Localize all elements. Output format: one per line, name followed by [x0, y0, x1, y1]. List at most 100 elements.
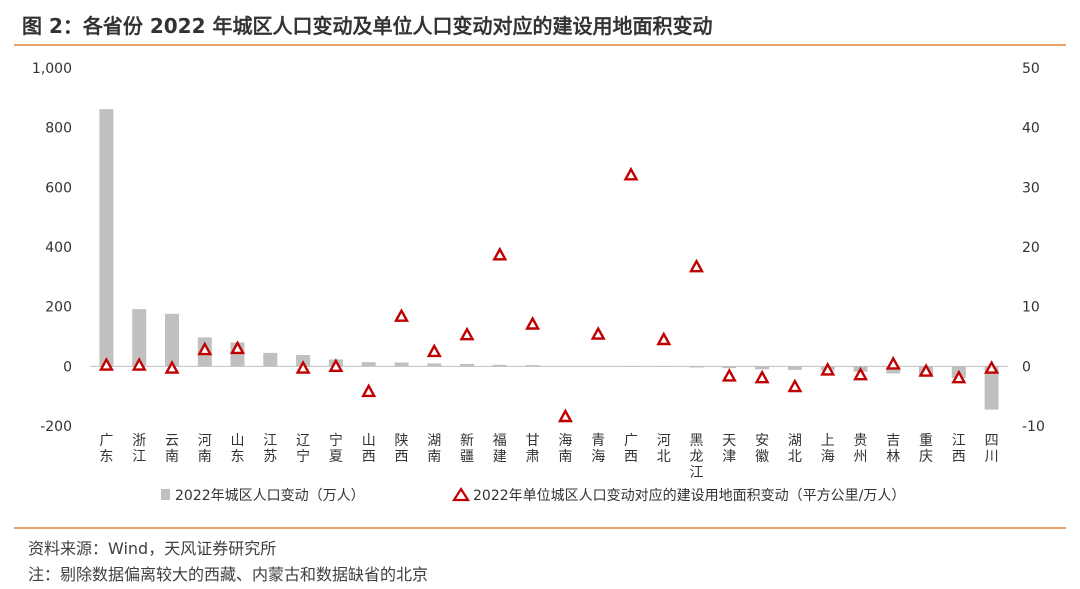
marker-河南 [197, 341, 213, 356]
footnote: 注：剔除数据偏离较大的西藏、内蒙古和数据缺省的北京 [28, 565, 429, 584]
bar-甘肃 [525, 365, 540, 367]
legend: 2022年城区人口变动（万人） 2022年单位城区人口变动对应的建设用地面积变动… [161, 486, 905, 504]
marker-陕西 [393, 308, 410, 322]
bar-湖北 [787, 366, 802, 370]
marker-山东 [229, 340, 246, 355]
category-label: 江西 [952, 433, 966, 465]
category-label: 海南 [558, 433, 572, 465]
chart: -200 0 200 400 600 800 1,000 -10 0 10 20 30 40 50 广东… [32, 61, 1045, 504]
left-tick-label: 200 [45, 300, 72, 316]
marker-江西 [951, 369, 967, 384]
bar-陕西 [394, 362, 409, 367]
marker-黑龙江 [688, 258, 705, 273]
category-label: 黑龙江 [690, 433, 704, 481]
left-tick-label: -200 [40, 419, 72, 435]
bar-吉林 [886, 366, 901, 374]
legend-triangle-label: 2022年单位城区人口变动对应的建设用地面积变动（平方公里/万人） [473, 487, 905, 504]
bar-四川 [984, 366, 999, 410]
marker-新疆 [459, 326, 475, 341]
category-label: 广东 [99, 433, 113, 465]
category-label: 湖南 [427, 433, 441, 465]
marker-安徽 [754, 369, 770, 384]
marker-海南 [557, 408, 573, 423]
bar-新疆 [460, 363, 474, 367]
category-label: 湖北 [788, 433, 802, 465]
title-divider [14, 44, 1066, 46]
right-tick-label: 30 [1022, 180, 1040, 196]
marker-重庆 [918, 363, 934, 377]
bar-江苏 [263, 352, 278, 367]
marker-甘肃 [525, 316, 541, 330]
category-label: 新疆 [460, 433, 474, 465]
marker-宁夏 [328, 358, 344, 372]
legend-triangle-icon [451, 486, 471, 502]
bar-浙江 [132, 309, 147, 367]
legend-bar-swatch [161, 489, 170, 500]
left-tick-label: 1,000 [32, 61, 72, 77]
marker-四川 [984, 360, 1000, 374]
left-tick-label: 0 [63, 359, 72, 375]
category-label: 甘肃 [526, 433, 540, 465]
bar-云南 [165, 313, 179, 367]
category-label: 福建 [493, 433, 507, 465]
marker-辽宁 [295, 360, 311, 374]
marker-云南 [164, 360, 180, 374]
category-label: 天津 [722, 433, 736, 465]
marker-湖北 [787, 378, 803, 393]
marker-吉林 [885, 355, 901, 370]
right-tick-label: 10 [1022, 300, 1040, 316]
bar-黑龙江 [689, 366, 704, 368]
category-label: 云南 [165, 433, 179, 465]
category-label: 辽宁 [296, 433, 310, 465]
source-note: 资料来源：Wind，天风证券研究所 [28, 539, 277, 558]
category-label: 河南 [198, 433, 212, 465]
bar-安徽 [755, 366, 770, 370]
category-label: 贵州 [854, 433, 868, 465]
category-label: 陕西 [395, 433, 409, 465]
right-tick-label: 20 [1022, 240, 1040, 256]
category-label: 青海 [591, 433, 605, 465]
bar-湖南 [427, 363, 442, 367]
marker-福建 [492, 246, 508, 261]
right-axis: -10 0 10 20 30 40 50 [1022, 61, 1045, 435]
category-label: 安徽 [755, 433, 769, 465]
marker-上海 [820, 361, 836, 376]
bar-山西 [361, 362, 376, 367]
marker-浙江 [131, 357, 147, 371]
category-label: 重庆 [919, 433, 933, 465]
left-tick-label: 800 [45, 121, 72, 137]
chart-title: 图 2：各省份 2022 年城区人口变动及单位人口变动对应的建设用地面积变动 [22, 14, 713, 38]
right-tick-label: 0 [1022, 359, 1031, 375]
marker-河北 [656, 331, 672, 346]
category-label: 广西 [624, 433, 638, 465]
category-label: 宁夏 [329, 432, 343, 465]
marker-湖南 [426, 343, 442, 358]
category-label: 山东 [231, 433, 245, 465]
category-label: 浙江 [132, 433, 146, 465]
left-tick-label: 400 [45, 240, 72, 256]
footer-divider [14, 527, 1066, 529]
bars-layer [99, 109, 999, 410]
marker-广东 [98, 357, 114, 371]
category-label: 江苏 [263, 433, 277, 465]
category-label: 四川 [985, 433, 999, 465]
category-label: 上海 [821, 433, 835, 465]
category-label: 山西 [362, 433, 376, 465]
right-tick-label: -10 [1022, 419, 1045, 435]
marker-青海 [590, 326, 606, 340]
marker-天津 [721, 367, 737, 382]
right-tick-label: 40 [1022, 121, 1040, 137]
category-label: 吉林 [886, 433, 900, 465]
bar-广东 [99, 109, 114, 367]
left-axis: -200 0 200 400 600 800 1,000 [32, 61, 72, 435]
left-tick-label: 600 [45, 180, 72, 196]
marker-广西 [623, 166, 639, 181]
legend-bar-label: 2022年城区人口变动（万人） [175, 488, 365, 504]
right-tick-label: 50 [1022, 61, 1040, 77]
category-label: 河北 [657, 433, 671, 465]
marker-贵州 [852, 366, 869, 381]
markers-layer [98, 166, 1000, 423]
bar-福建 [492, 364, 507, 367]
marker-山西 [361, 383, 377, 398]
